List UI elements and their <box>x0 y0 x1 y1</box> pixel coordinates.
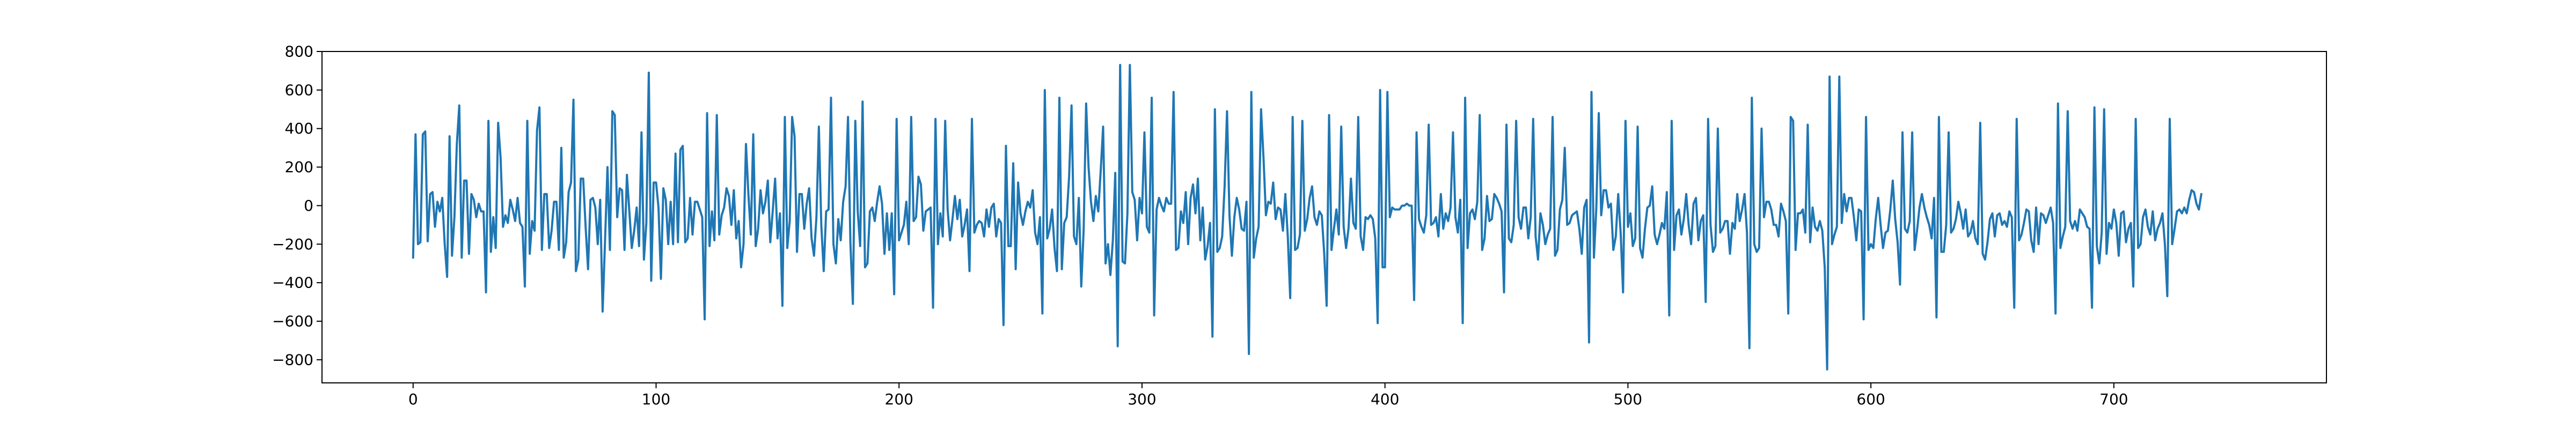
y-tick-label: 800 <box>285 43 313 61</box>
y-tick-label: 0 <box>304 197 313 214</box>
plot-frame <box>321 51 2327 383</box>
y-tick-label: −800 <box>272 351 313 368</box>
x-tick-label: 600 <box>1856 390 1885 408</box>
x-tick-label: 400 <box>1371 390 1399 408</box>
x-tick-label: 0 <box>408 390 418 408</box>
y-tick-label: −200 <box>272 235 313 253</box>
y-tick-label: 200 <box>285 158 313 176</box>
x-tick-label: 500 <box>1614 390 1642 408</box>
series-line <box>412 64 2202 371</box>
y-tick-label: 400 <box>285 120 313 137</box>
x-tick-label: 200 <box>885 390 913 408</box>
y-tick-label: −400 <box>272 274 313 292</box>
x-tick-label: 100 <box>642 390 670 408</box>
x-tick-label: 700 <box>2099 390 2128 408</box>
y-tick-label: −600 <box>272 313 313 330</box>
x-axis: 0 100 200 300 400 500 600 700 <box>408 383 2128 408</box>
x-tick-label: 300 <box>1128 390 1156 408</box>
y-axis: −800 −600 −400 −200 0 200 400 600 800 <box>272 43 322 368</box>
y-tick-label: 600 <box>285 81 313 99</box>
